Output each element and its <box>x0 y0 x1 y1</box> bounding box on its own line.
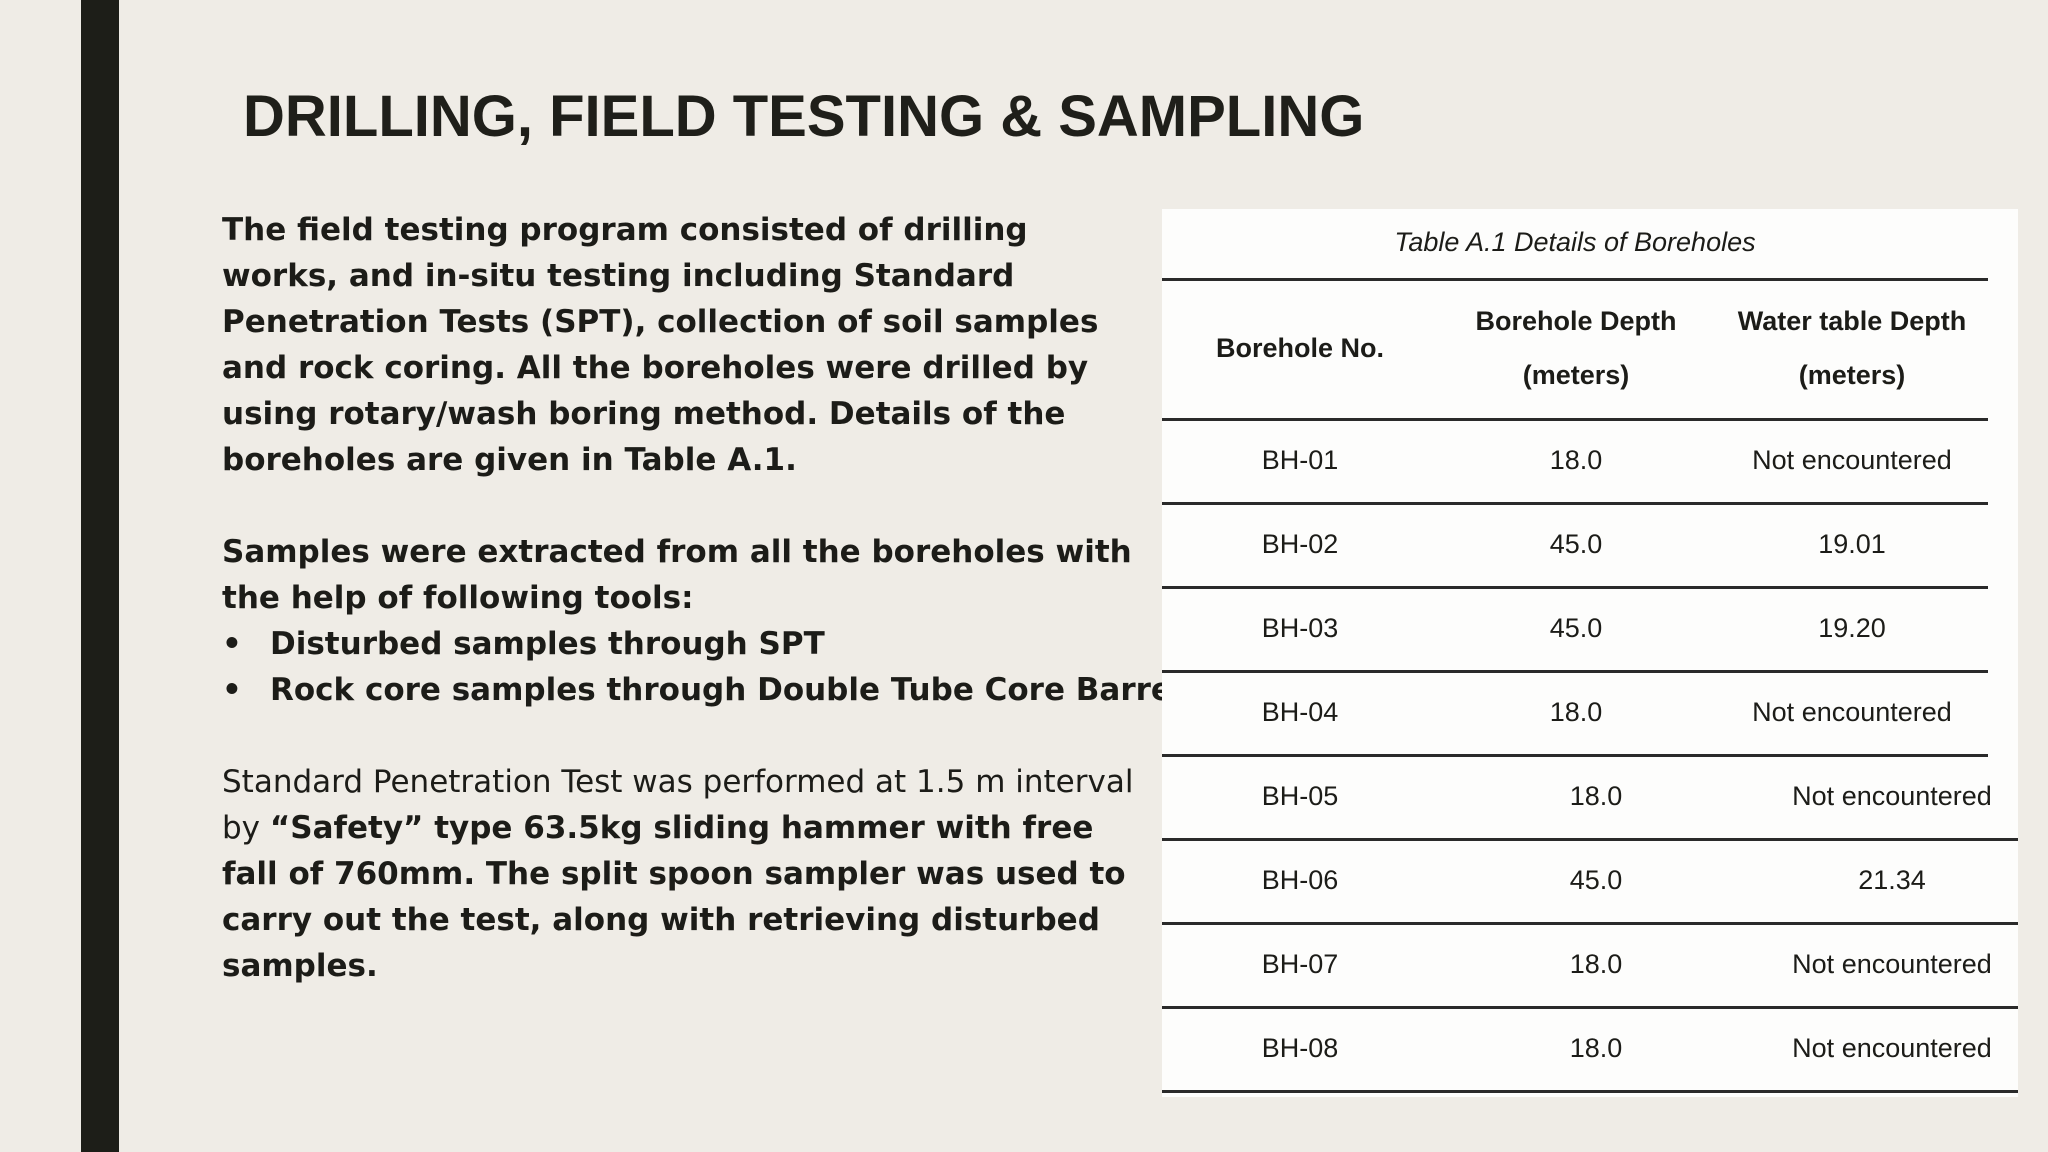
paragraph: The field testing program consisted of d… <box>222 212 1099 478</box>
header-cell: Borehole No. <box>1162 278 1438 418</box>
rule <box>1162 754 1988 757</box>
header-cell: Borehole Depth (meters) <box>1438 278 1714 418</box>
table-cell: Not encountered <box>1752 696 1952 727</box>
bullet: Disturbed samples through SPT <box>222 621 1147 667</box>
table-cell: BH-04 <box>1261 696 1339 727</box>
text-normal: Standard Penetration Test was performed … <box>222 764 1134 846</box>
bullet: Rock core samples through Double Tube Co… <box>222 667 1183 713</box>
rule <box>1162 670 1988 673</box>
slide-title: DRILLING, FIELD TESTING & SAMPLING <box>243 84 1365 149</box>
rule <box>1162 278 1988 281</box>
paragraph: Samples were extracted from all the bore… <box>222 534 1132 616</box>
table-cell: BH-05 <box>1261 780 1339 811</box>
table-cell: 19.01 <box>1818 528 1886 559</box>
table-cell: Not encountered <box>1792 1032 1992 1063</box>
table-cell: 18.0 <box>1569 780 1623 811</box>
table-cell: 18.0 <box>1569 948 1623 979</box>
header-line: (meters) <box>1798 360 1906 390</box>
table-cell: Not encountered <box>1792 780 1992 811</box>
rule <box>1162 502 1988 505</box>
table-cell: BH-02 <box>1261 528 1339 559</box>
table-cell: BH-01 <box>1261 444 1339 475</box>
rule <box>1162 1090 2018 1093</box>
header-line: Water table Depth <box>1737 306 1967 336</box>
table-cell: 45.0 <box>1549 612 1603 643</box>
header-line: (meters) <box>1522 360 1630 390</box>
header-cell: Water table Depth (meters) <box>1714 278 1990 418</box>
table-cell: Not encountered <box>1792 948 1992 979</box>
table-cell: 45.0 <box>1549 528 1603 559</box>
header-line: Borehole Depth <box>1475 306 1677 336</box>
table-cell: BH-06 <box>1261 864 1339 895</box>
rule <box>1162 418 1988 421</box>
accent-bar <box>81 0 119 1152</box>
rule <box>1162 1006 2018 1009</box>
body-text: The field testing program consisted of d… <box>222 207 1183 1035</box>
table-cell: BH-03 <box>1261 612 1339 643</box>
rule <box>1162 838 2018 841</box>
table-cell: 18.0 <box>1569 1032 1623 1063</box>
table-cell: BH-08 <box>1261 1032 1339 1063</box>
borehole-table: Table A.1 Details of Boreholes Borehole … <box>1162 209 2018 1097</box>
table-cell: 45.0 <box>1569 864 1623 895</box>
table-cell: 19.20 <box>1818 612 1886 643</box>
bullet-list: Disturbed samples through SPT Rock core … <box>222 621 1183 713</box>
table-cell: 18.0 <box>1549 696 1603 727</box>
table-cell: BH-07 <box>1261 948 1339 979</box>
text-bold: “Safety” type 63.5kg sliding hammer with… <box>222 810 1126 984</box>
table-cell: 18.0 <box>1549 444 1603 475</box>
table-cell: Not encountered <box>1752 444 1952 475</box>
header-line: Borehole No. <box>1215 333 1384 363</box>
rule <box>1162 586 1988 589</box>
rule <box>1162 922 2018 925</box>
table-caption: Table A.1 Details of Boreholes <box>1394 227 1756 257</box>
table-cell: 21.34 <box>1858 864 1926 895</box>
paragraph: Standard Penetration Test was performed … <box>222 759 1147 989</box>
